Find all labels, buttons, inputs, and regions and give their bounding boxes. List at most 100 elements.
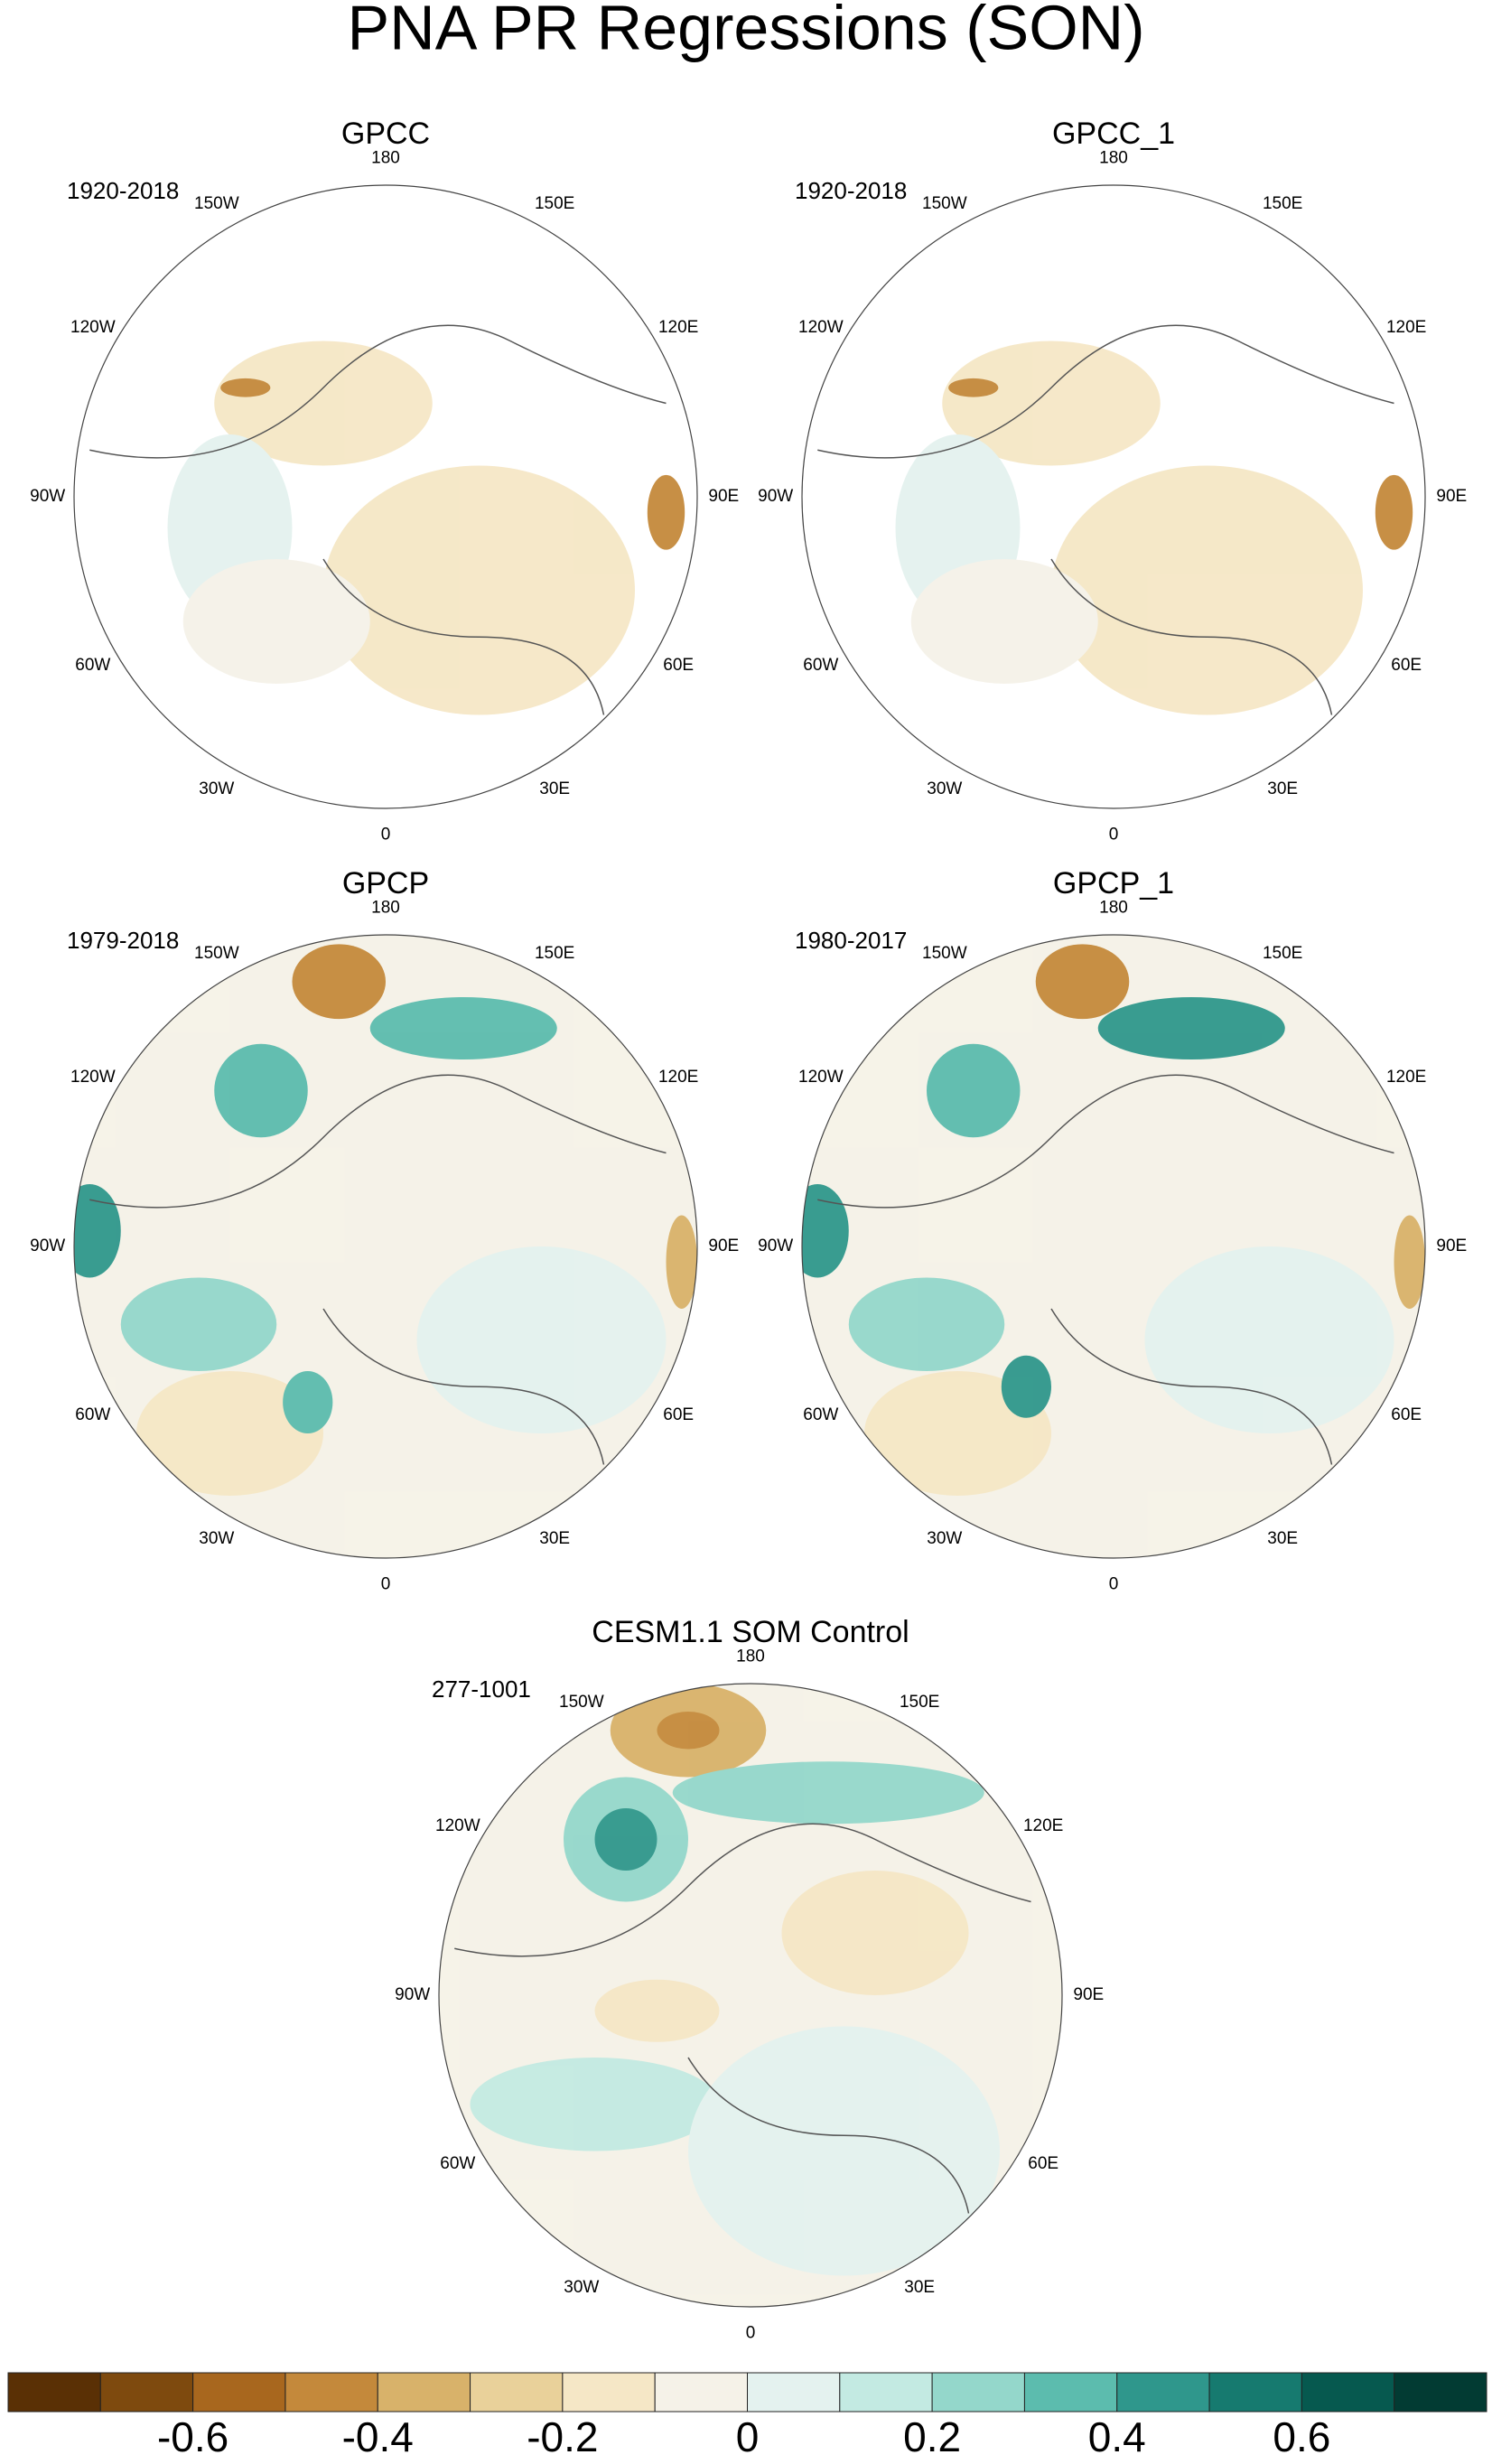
colorbar-box [1116, 2372, 1210, 2413]
field-blob [848, 1277, 1005, 1371]
colorbar-box [1301, 2372, 1395, 2413]
field-blob [948, 378, 999, 397]
figure-title: PNA PR Regressions (SON) [347, 0, 1144, 62]
colorbar-box [931, 2372, 1025, 2413]
colorbar-tick-label: -0.6 [157, 2413, 228, 2459]
precip-field [802, 935, 1425, 1558]
longitude-label: 30E [904, 2278, 935, 2297]
colorbar-box [99, 2372, 194, 2413]
field-blob [672, 1761, 984, 1825]
longitude-label: 0 [1109, 1574, 1119, 1593]
field-blob [864, 1371, 1051, 1496]
colorbar-tick-label: 0.2 [903, 2413, 961, 2459]
longitude-label: 60E [1028, 2154, 1058, 2173]
longitude-label: 30W [927, 1529, 962, 1548]
field-blob [120, 1277, 277, 1371]
longitude-label: 90E [1436, 1237, 1467, 1255]
longitude-label: 30W [564, 2278, 599, 2297]
longitude-label: 120E [658, 318, 698, 337]
longitude-label: 150E [900, 1693, 939, 1712]
field-blob [647, 474, 685, 550]
longitude-label: 30E [1267, 779, 1298, 798]
longitude-label: 60W [803, 1405, 838, 1424]
longitude-label: 90E [708, 1237, 739, 1255]
field-blob [1097, 997, 1285, 1059]
longitude-label: 150W [922, 194, 967, 213]
map-panel: CESM1.1 SOM Control 277-1001 180 150E 120E 90… [395, 1615, 1104, 2342]
panel-period: 1920-2018 [67, 177, 179, 204]
longitude-label: 60E [1391, 1405, 1422, 1424]
longitude-label: 180 [371, 899, 400, 918]
longitude-label: 60W [75, 1405, 110, 1424]
longitude-label: 150W [559, 1693, 604, 1712]
longitude-label: 180 [1099, 149, 1128, 168]
longitude-label: 30E [539, 1529, 570, 1548]
colorbar-box [747, 2372, 841, 2413]
field-blob [1035, 944, 1130, 1020]
panel-period: 1979-2018 [67, 927, 179, 954]
coastline [817, 1074, 1394, 1465]
colorbar-tick-label: 0 [736, 2413, 760, 2459]
field-blob [802, 1184, 849, 1278]
colorbar-box [654, 2372, 748, 2413]
longitude-label: 90W [30, 1237, 65, 1255]
field-blob [214, 1043, 308, 1138]
panel-period: 1920-2018 [795, 177, 907, 204]
precip-field [167, 341, 685, 715]
field-blob [1144, 1246, 1394, 1433]
colorbar: -0.6 -0.4 -0.2 0 0.2 0.4 0.6 [7, 2372, 1487, 2460]
longitude-label: 60E [663, 1405, 694, 1424]
field-blob [910, 559, 1098, 684]
panel-title: GPCC_1 [1052, 117, 1175, 151]
longitude-label: 120W [798, 1068, 844, 1087]
longitude-label: 60W [75, 656, 110, 675]
coastline [817, 324, 1394, 715]
longitude-label: 150W [194, 194, 239, 213]
field-blob [1375, 474, 1413, 550]
longitude-label: 90W [30, 487, 65, 506]
precip-field [74, 935, 697, 1558]
colorbar-box [470, 2372, 564, 2413]
field-blob [220, 378, 271, 397]
map-border [801, 184, 1426, 809]
longitude-label: 120E [1386, 318, 1426, 337]
field-blob [927, 1043, 1021, 1138]
longitude-label: 120W [435, 1816, 480, 1835]
field-blob [182, 559, 370, 684]
longitude-label: 60W [803, 656, 838, 675]
panel-title: GPCP_1 [1053, 866, 1174, 901]
field-blob [416, 1246, 667, 1433]
colorbar-box [1023, 2372, 1118, 2413]
field-blob [369, 997, 557, 1059]
panel-title: CESM1.1 SOM Control [592, 1615, 909, 1649]
field-blob [594, 1979, 720, 2042]
map-border [438, 1683, 1063, 2308]
colorbar-tick-label: 0.4 [1088, 2413, 1146, 2459]
longitude-label: 90W [758, 487, 793, 506]
longitude-label: 60E [1391, 656, 1422, 675]
longitude-label: 60W [440, 2154, 475, 2173]
coastline [89, 1074, 667, 1465]
field-blob [1001, 1355, 1051, 1418]
colorbar-box [1208, 2372, 1302, 2413]
longitude-label: 90E [708, 487, 739, 506]
field-blob [942, 341, 1161, 466]
map-panel: GPCP 1979-2018 180 150E 120E 90E 60E 30E 0 30W 60W… [30, 866, 739, 1593]
colorbar-tick-label: 0.6 [1273, 2413, 1330, 2459]
longitude-label: 180 [1099, 899, 1128, 918]
precip-field [439, 1684, 1062, 2307]
longitude-label: 120E [1023, 1816, 1063, 1835]
longitude-label: 0 [381, 825, 391, 844]
panel-period: 277-1001 [432, 1675, 531, 1703]
longitude-label: 90E [1436, 487, 1467, 506]
longitude-label: 120W [70, 318, 116, 337]
longitude-label: 30E [539, 779, 570, 798]
map-panel: GPCC 1920-2018 180 150E 120E 90E 60E 30E 0 30W 60W… [30, 117, 739, 844]
longitude-label: 180 [371, 149, 400, 168]
longitude-label: 150E [1263, 194, 1302, 213]
panel-period: 1980-2017 [795, 927, 907, 954]
colorbar-box [377, 2372, 471, 2413]
longitude-label: 60E [663, 656, 694, 675]
colorbar-box [284, 2372, 378, 2413]
